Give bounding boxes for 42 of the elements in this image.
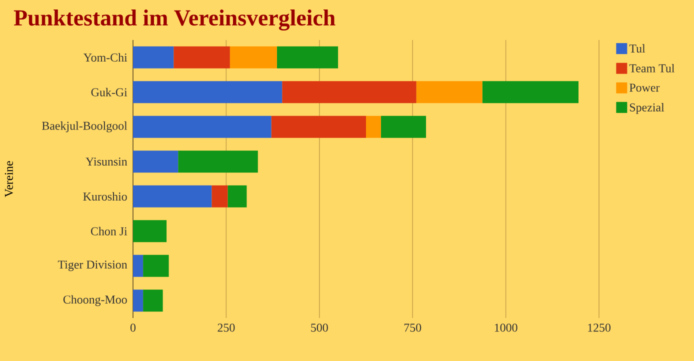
bar [133, 46, 174, 68]
bar [133, 150, 178, 173]
chart-title: Punktestand im Vereinsvergleich [14, 10, 336, 30]
bar [380, 116, 426, 138]
y-tick-label: Baekjul-Boolgool [42, 121, 128, 132]
y-tick-label: Choong-Moo [63, 295, 127, 306]
legend-label: Team Tul [629, 64, 674, 72]
x-tick-label: 500 [311, 324, 328, 332]
y-tick-label: Chon Ji [90, 226, 128, 236]
bar [271, 116, 366, 138]
bar [133, 116, 272, 138]
legend-label: Power [630, 84, 660, 92]
y-tick-label: Guk-Gi [91, 88, 128, 96]
bar [133, 81, 282, 104]
bar [230, 46, 277, 68]
legend-label: Spezial [630, 103, 664, 114]
bar [133, 185, 212, 208]
bar [416, 81, 482, 104]
y-tick-label: Kuroshio [83, 192, 127, 201]
x-tick-label: 750 [404, 324, 422, 332]
bar [133, 220, 167, 242]
x-tick-label: 1000 [494, 324, 518, 332]
y-tick-label: Yom-Chi [84, 53, 128, 62]
legend-label: Tul [629, 44, 646, 53]
bar [133, 290, 144, 312]
bar [178, 150, 258, 173]
bar [143, 290, 163, 312]
y-tick-label: Yisunsin [86, 158, 128, 166]
bar [366, 116, 381, 138]
y-axis-title: Vereine [4, 161, 13, 198]
bar [482, 81, 579, 104]
bar [174, 46, 230, 68]
bar [276, 46, 338, 68]
y-tick-label: Tiger Division [58, 260, 128, 272]
bar [282, 81, 416, 104]
bar [228, 185, 247, 208]
x-tick-label: 250 [218, 324, 235, 332]
bar [133, 254, 144, 277]
bar [212, 185, 228, 208]
bar [143, 254, 169, 277]
x-tick-label: 0 [130, 324, 136, 332]
x-tick-label: 1250 [588, 324, 611, 332]
